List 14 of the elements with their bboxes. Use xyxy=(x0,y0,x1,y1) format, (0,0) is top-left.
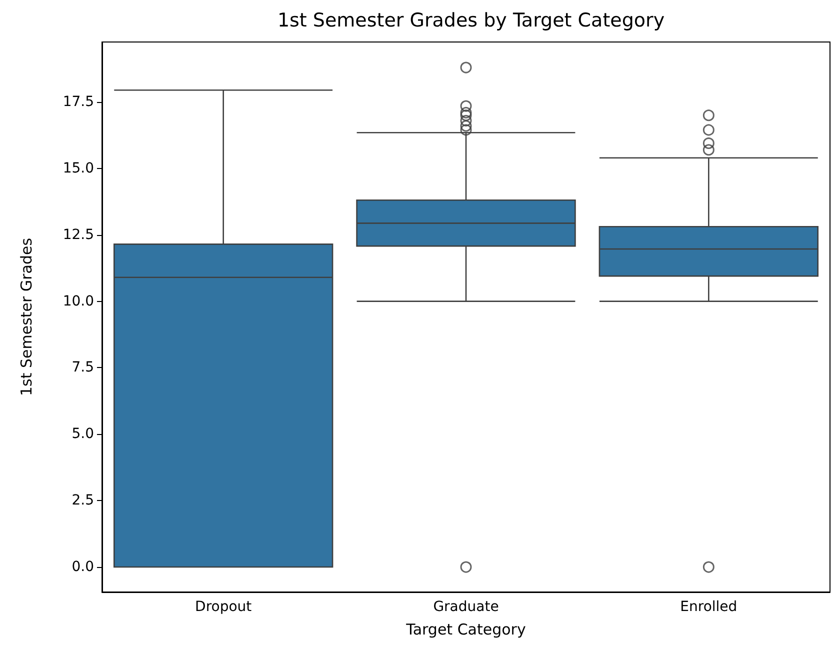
y-tick-label: 15.0 xyxy=(62,160,94,176)
y-tick-label: 2.5 xyxy=(72,492,94,509)
y-tick-label: 10.0 xyxy=(62,293,94,310)
y-tick-label: 17.5 xyxy=(62,94,94,110)
y-axis-title: 1st Semester Grades xyxy=(18,238,36,396)
y-tick-label: 7.5 xyxy=(72,360,94,376)
y-tick-label: 5.0 xyxy=(72,426,94,442)
y-tick-label: 12.5 xyxy=(62,226,94,243)
chart-title: 1st Semester Grades by Target Category xyxy=(277,10,665,32)
x-tick-label: Dropout xyxy=(195,599,252,615)
x-axis-title: Target Category xyxy=(405,620,526,638)
x-tick-label: Enrolled xyxy=(680,599,738,615)
y-tick-label: 0.0 xyxy=(72,559,94,576)
x-tick-label: Graduate xyxy=(433,599,499,615)
